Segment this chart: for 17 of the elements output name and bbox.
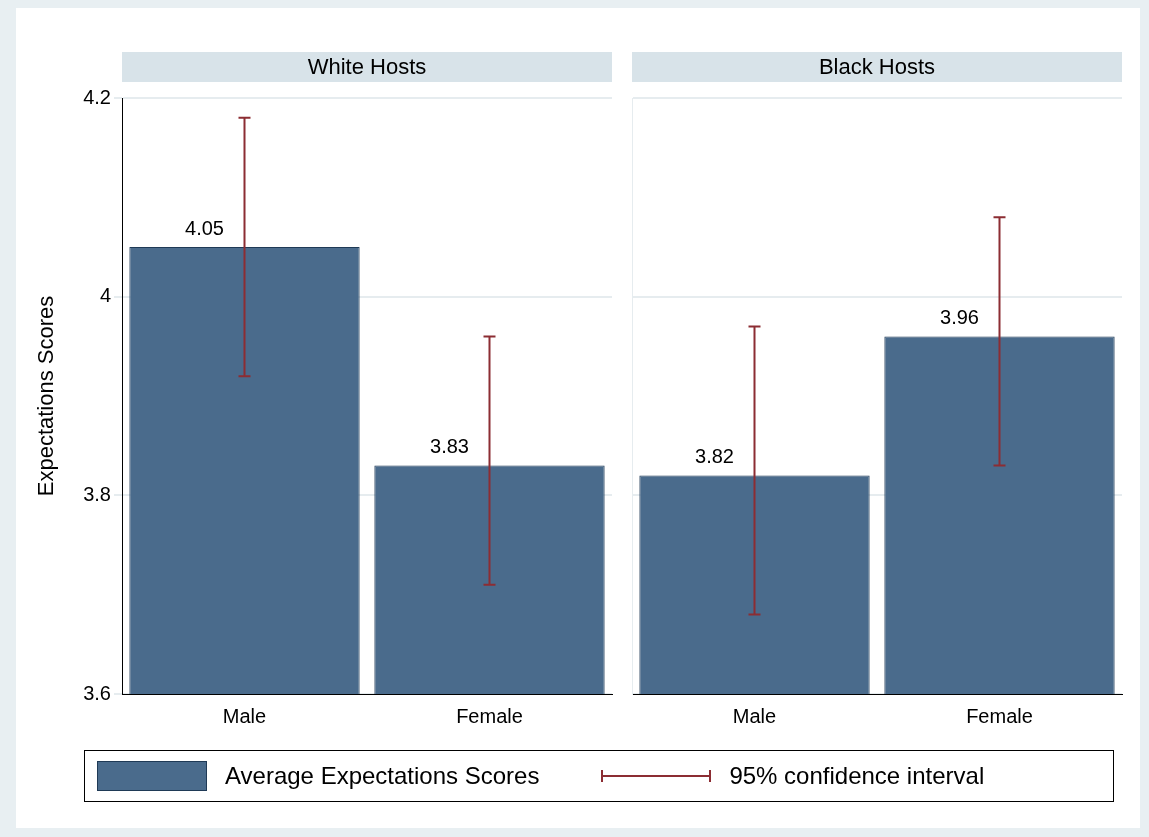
- y-tick-label: 4.2: [83, 85, 111, 108]
- x-tick-label: Male: [732, 704, 777, 727]
- x-tick-label: Female: [966, 704, 1033, 727]
- y-tick-label: 4: [99, 284, 111, 307]
- x-tick-label: Male: [222, 704, 267, 727]
- y-axis-title: Expectations Scores: [33, 295, 59, 497]
- y-tick-label: 3.8: [83, 482, 111, 505]
- data-label: 4.05: [185, 216, 224, 239]
- chart-title: Black Hosts: [632, 52, 1122, 82]
- chart-title: White Hosts: [122, 52, 612, 82]
- data-label: 3.82: [695, 444, 734, 467]
- series-label: Average Expectations Scores: [225, 762, 540, 790]
- data-label: 3.96: [940, 305, 979, 328]
- x-tick-label: Female: [456, 704, 523, 727]
- y-tick-label: 3.6: [83, 681, 111, 704]
- data-label: 3.83: [430, 435, 469, 458]
- text: 95% confidence interval: [729, 762, 985, 790]
